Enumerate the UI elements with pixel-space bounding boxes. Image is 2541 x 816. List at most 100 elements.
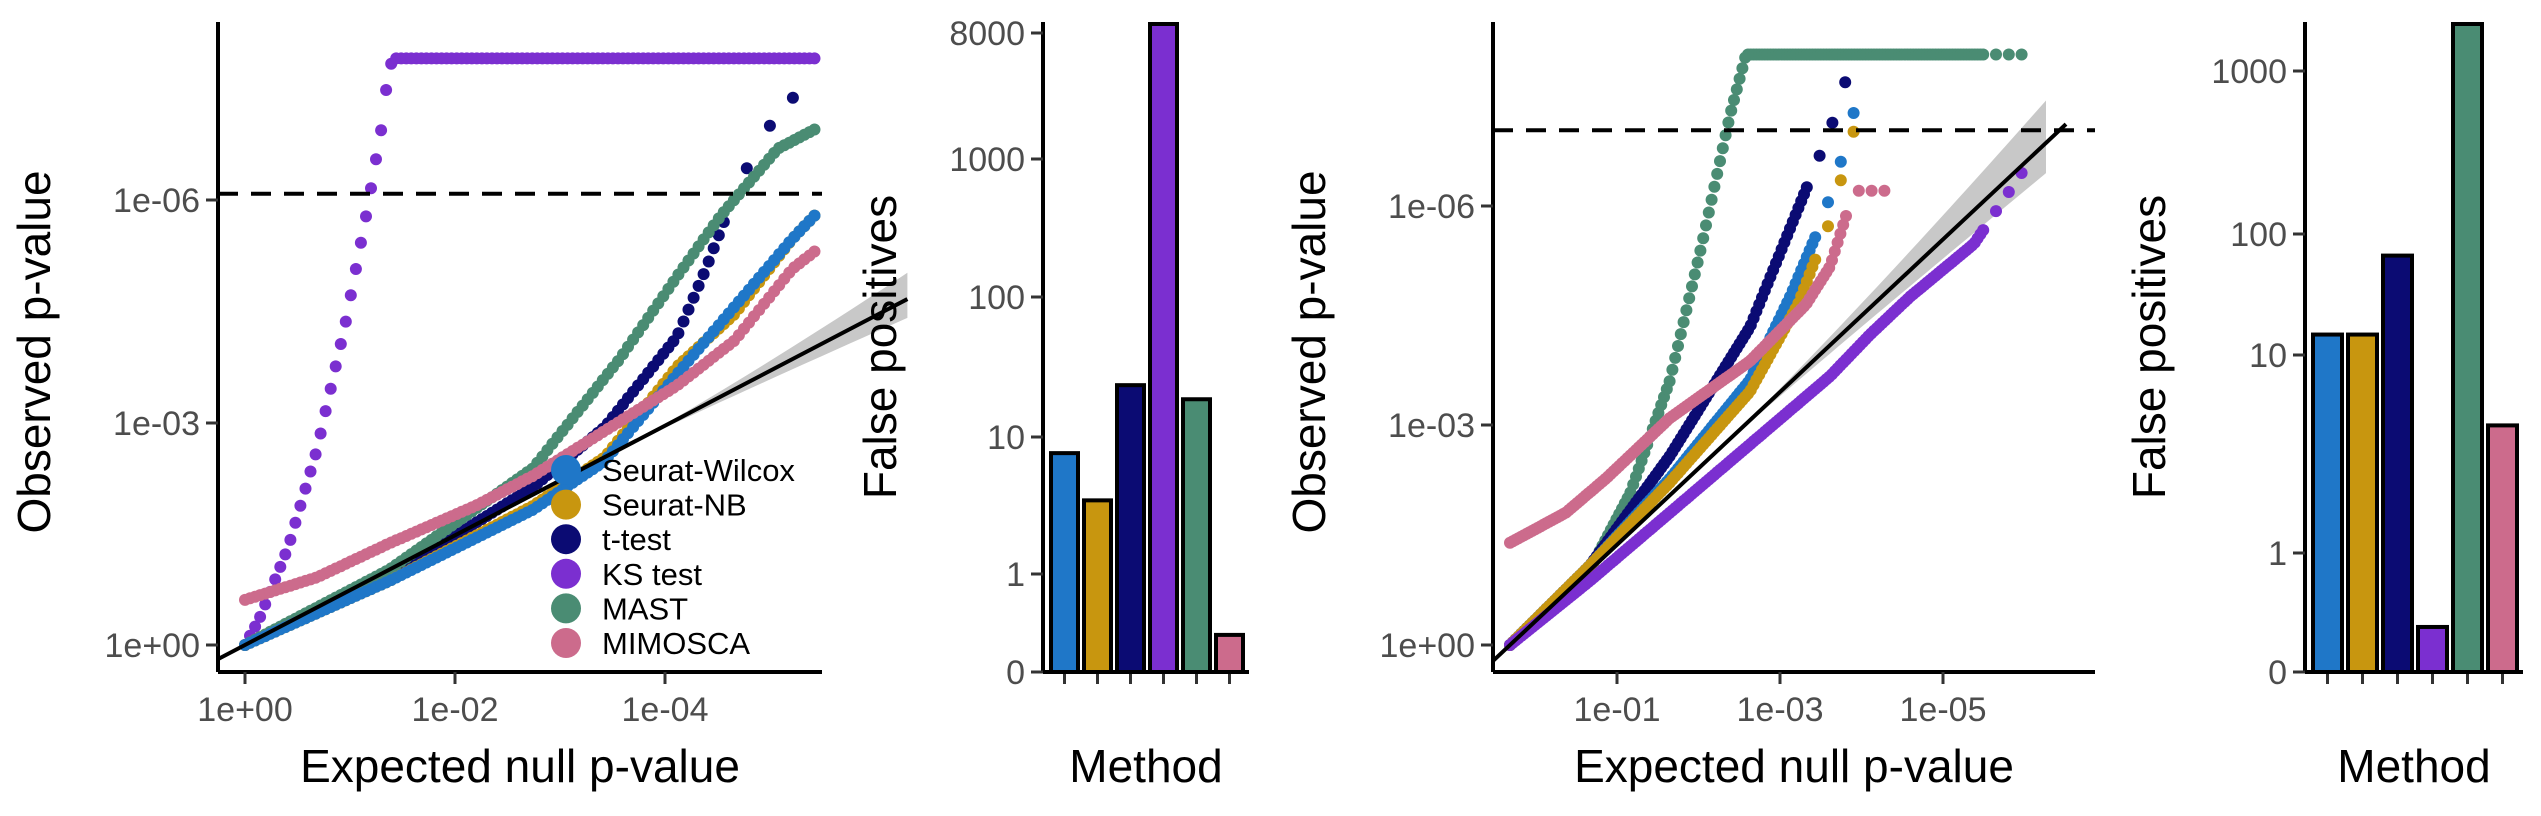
legend-key (551, 455, 581, 485)
data-point (1990, 205, 2002, 218)
data-point (1813, 149, 1826, 162)
data-point (1977, 224, 1990, 237)
data-point (360, 210, 372, 223)
y-tick-label: 10 (2249, 337, 2287, 375)
data-point (254, 610, 267, 623)
data-point (274, 560, 287, 573)
series-ks-test (239, 52, 821, 651)
data-point (1725, 104, 1738, 117)
legend-label: MIMOSCA (602, 626, 750, 661)
y-tick-label: 1e-06 (1388, 188, 1475, 226)
data-point (808, 123, 821, 136)
data-point (259, 598, 272, 611)
y-axis-title: False positives (854, 195, 906, 499)
legend-key (551, 524, 581, 555)
y-tick-label: 100 (2230, 216, 2287, 254)
data-point (1688, 268, 1701, 281)
legend-key (551, 628, 581, 658)
y-tick-label: 1 (2268, 535, 2287, 573)
x-axis-title: Method (2337, 740, 2490, 792)
data-point (1800, 181, 1813, 194)
data-point (334, 338, 347, 350)
data-point (319, 405, 332, 418)
data-point (279, 548, 292, 561)
data-point (284, 533, 297, 546)
qq-plot-qq-right: 1e+00 1e-03 1e-06 1e-01 1e-03 1e-05 Expected n… (1283, 22, 2095, 792)
data-point (2002, 48, 2015, 61)
data-point (1716, 142, 1729, 155)
x-tick-label: 1e-05 (1900, 691, 1987, 729)
data-point (697, 268, 710, 281)
data-point (1705, 193, 1718, 206)
y-tick-label: 1e-06 (113, 182, 200, 220)
data-point (299, 482, 312, 495)
data-point (808, 245, 821, 258)
data-point (687, 291, 700, 304)
data-point (1714, 155, 1726, 168)
bar-ks-test (2416, 624, 2449, 674)
data-point (1878, 184, 1891, 197)
data-point (1865, 184, 1878, 197)
data-point (1847, 107, 1860, 119)
series-t-test (1504, 76, 1852, 651)
data-point (1822, 220, 1834, 233)
legend-item: Seurat-NB (551, 488, 747, 523)
y-axis-title: Observed p-value (8, 170, 60, 533)
data-point (740, 162, 753, 175)
data-point (692, 279, 705, 292)
y-tick-label: 10 (987, 419, 1025, 457)
bar-seurat-wilcox (1049, 451, 1080, 674)
bar-t-test (2381, 253, 2414, 674)
legend-label: t-test (602, 522, 671, 557)
data-point (1691, 256, 1704, 269)
legend-item: Seurat-Wilcox (551, 453, 795, 488)
data-point (808, 52, 821, 65)
data-point (1736, 62, 1749, 75)
bar-chart-bar-left: 0 1 10 100 1000 8000 Method False positives (854, 15, 1249, 792)
y-tick-label: 1e-03 (113, 405, 200, 443)
x-axis-title: Expected null p-value (300, 740, 740, 792)
data-point (1728, 94, 1740, 106)
y-tick-label: 1 (1006, 556, 1025, 594)
y-tick-label: 8000 (949, 15, 1025, 53)
series-seurat-nb (1504, 125, 1860, 651)
legend-label: Seurat-Wilcox (602, 453, 795, 488)
x-axis-title: Expected null p-value (1574, 740, 2014, 792)
series-seurat-nb (239, 209, 821, 651)
y-tick-label: 0 (1006, 654, 1025, 692)
bar-ks-test (1148, 22, 1179, 674)
data-point (1686, 280, 1698, 293)
data-point (1700, 219, 1712, 232)
bar-mimosca (2486, 423, 2519, 674)
legend-item: KS test (551, 557, 702, 592)
y-tick-label: 1e+00 (1380, 627, 1476, 665)
data-point (1722, 116, 1735, 129)
data-point (1663, 375, 1676, 388)
data-point (682, 303, 695, 316)
data-point (1834, 174, 1847, 187)
x-axis-title: Method (1069, 740, 1222, 792)
data-point (1694, 244, 1707, 257)
data-point (289, 516, 302, 529)
data-point (344, 289, 357, 302)
data-point (1719, 129, 1732, 142)
bar-seurat-wilcox (2311, 332, 2344, 674)
series-mimosca (239, 245, 821, 606)
legend-key (551, 489, 581, 520)
y-tick-label: 1e-03 (1388, 407, 1475, 445)
data-point (1730, 83, 1743, 96)
data-point (370, 153, 382, 166)
bar-mimosca (1214, 632, 1245, 675)
legend-label: MAST (602, 591, 688, 626)
data-point (314, 427, 327, 440)
x-tick-label: 1e+00 (197, 691, 293, 729)
legend-key (551, 558, 581, 589)
data-point (324, 382, 337, 395)
data-point (1733, 72, 1746, 85)
data-point (1711, 167, 1724, 180)
data-point (349, 263, 362, 275)
legend-item: MIMOSCA (551, 626, 750, 661)
data-point (1666, 363, 1679, 376)
data-point (375, 124, 388, 137)
